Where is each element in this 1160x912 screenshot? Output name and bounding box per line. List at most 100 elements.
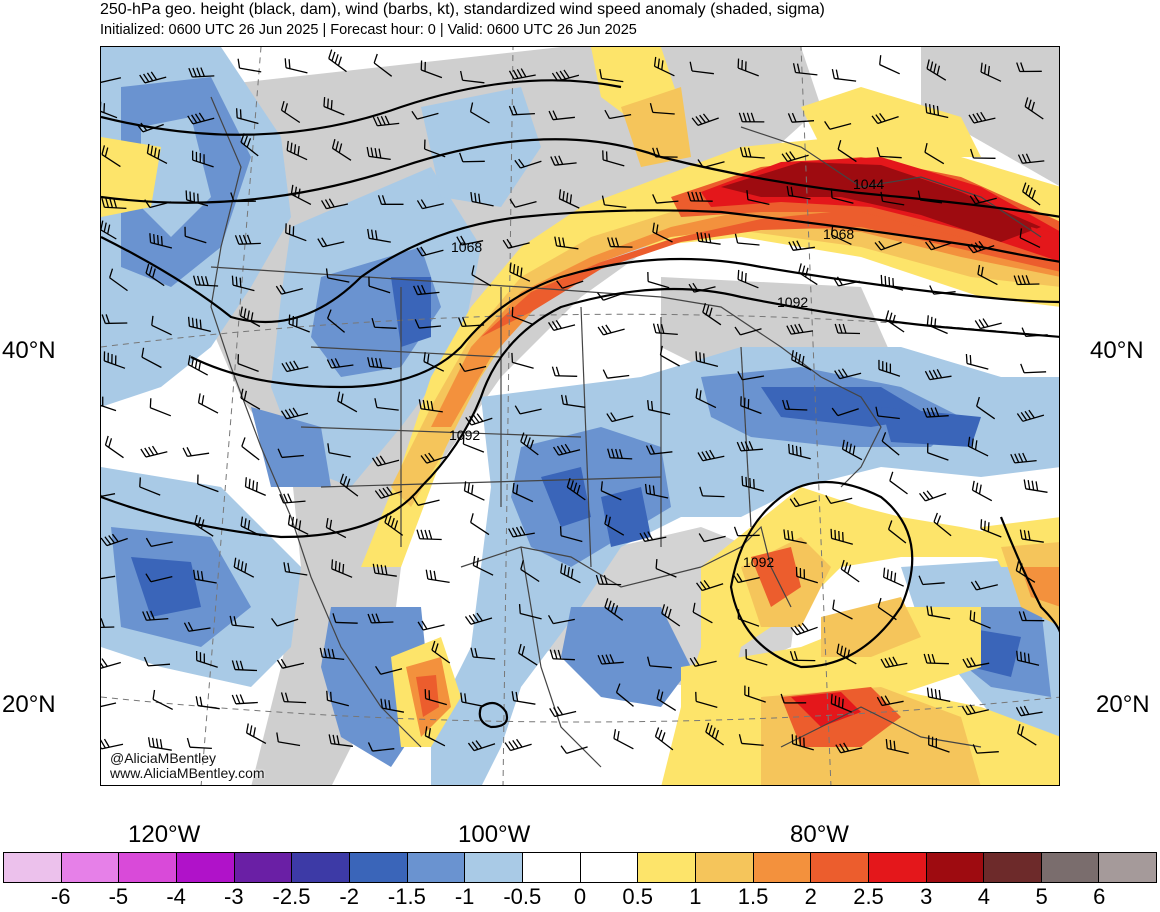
wind-barb [183, 621, 211, 632]
wind-barb [372, 115, 400, 127]
wind-barb [830, 225, 852, 245]
wind-barb [237, 354, 259, 373]
wind-barb [601, 195, 627, 209]
wind-barb [197, 474, 219, 493]
wind-barb [961, 704, 989, 716]
wind-barb [639, 531, 667, 543]
wind-barb [830, 694, 852, 713]
wind-barb [922, 407, 949, 418]
colorbar-tick-label: -1 [454, 884, 475, 909]
wind-barb [649, 103, 675, 115]
wind-barb [887, 520, 907, 544]
wind-barb [136, 122, 164, 133]
wind-barb [416, 199, 444, 210]
wind-barb [962, 657, 990, 668]
wind-barb [145, 537, 173, 547]
wind-barb [792, 63, 818, 76]
colorbar-labels: -6 -5 -4 -3 -2.5 -2 -1.5 -1 -0.5 0 0.5 1 1.5 2 2.5 3 4 5 6 [0, 884, 1160, 912]
colorbar-tick-label: 2 [804, 884, 817, 909]
colorbar-swatch [4, 853, 62, 882]
wind-barb [240, 388, 261, 410]
wind-barb [288, 314, 310, 333]
wind-barb [926, 315, 948, 335]
wind-barb [834, 323, 861, 335]
wind-barb [831, 407, 859, 417]
colorbar-tick-label: 3 [920, 884, 933, 909]
wind-barb [424, 726, 446, 747]
colorbar-tick-label: 1 [689, 884, 702, 909]
wind-barb [512, 482, 534, 503]
wind-barb [551, 69, 580, 82]
wind-barb [229, 615, 255, 629]
wind-barb [871, 112, 899, 125]
wind-barb [919, 490, 947, 502]
wind-barb [597, 324, 625, 336]
wind-barb [187, 316, 211, 333]
wind-barb [191, 150, 214, 168]
lon-label-120w: 120°W [128, 821, 201, 848]
wind-barb [101, 702, 117, 709]
wind-barb [1017, 724, 1037, 746]
wind-barb [464, 612, 493, 625]
wind-barb [970, 580, 998, 591]
wind-barb [551, 366, 578, 377]
wind-barb [745, 649, 768, 666]
wind-barb [736, 440, 763, 452]
wind-barb [276, 732, 301, 747]
wind-barb [508, 68, 536, 80]
wind-barb [145, 263, 165, 287]
wind-barb [431, 640, 451, 664]
wind-barb [188, 67, 215, 78]
political-boundaries [210, 96, 1042, 768]
colorbar-tick-label: -2.5 [272, 884, 311, 909]
wind-barb [139, 477, 161, 496]
wind-barb [604, 514, 625, 536]
wind-barb [661, 604, 681, 627]
wind-barb [830, 188, 854, 204]
colorbar-swatch [234, 853, 293, 882]
wind-barb [835, 742, 863, 754]
lat-label-20n-right: 20°N [1096, 691, 1150, 718]
wind-barb [417, 620, 445, 631]
credit-website: www.AliciaMBentley.com [110, 765, 265, 781]
wind-barb [470, 513, 490, 536]
wind-barb [463, 481, 485, 501]
wind-barb [697, 449, 725, 462]
wind-barb [465, 413, 493, 426]
wind-barb [420, 452, 448, 464]
wind-barb [788, 240, 815, 251]
wind-barb [696, 580, 724, 592]
wind-barb [1022, 182, 1041, 206]
wind-barb [877, 597, 897, 621]
wind-barb [782, 399, 808, 411]
wind-barb [367, 357, 392, 370]
wind-barb [511, 306, 534, 325]
wind-barb [425, 569, 450, 584]
wind-barb [830, 528, 853, 545]
wind-barb [737, 609, 760, 627]
wind-barb [882, 567, 904, 587]
wind-barb [373, 53, 393, 77]
wind-barb [566, 477, 586, 501]
wind-barb [840, 559, 860, 583]
wind-barb [146, 143, 168, 164]
wind-barb [1020, 363, 1047, 374]
wind-barb [366, 146, 391, 161]
wind-barb [323, 97, 345, 116]
wind-barb [508, 526, 535, 538]
wind-barb [456, 235, 484, 246]
contour-label-1092-north: 1092 [777, 294, 808, 310]
colorbar-tick-label: 2.5 [853, 884, 884, 909]
wind-barb [655, 559, 677, 578]
wind-barb [737, 269, 759, 289]
wind-barb [139, 71, 167, 84]
wind-barb [974, 318, 1002, 330]
wind-barb [182, 446, 210, 457]
wind-barb [795, 566, 818, 584]
wind-barb [927, 443, 949, 461]
colorbar-swatch [119, 853, 177, 882]
colorbar-swatch [522, 853, 581, 882]
wind-barb [459, 70, 485, 84]
wind-barb [319, 647, 345, 661]
map-subtitle: Initialized: 0600 UTC 26 Jun 2025 | Fore… [100, 22, 637, 38]
